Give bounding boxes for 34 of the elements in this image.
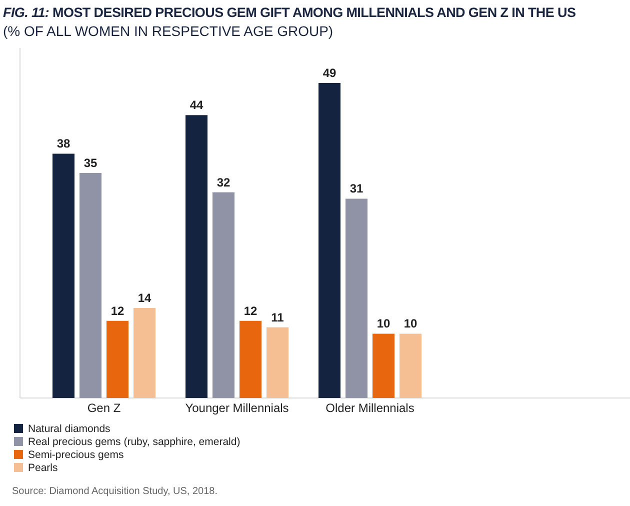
data-label: 49 [322,66,336,80]
x-tick-label: Younger Millennials [185,401,289,415]
data-label: 44 [190,98,204,112]
bar [134,308,156,398]
data-label: 10 [404,316,418,331]
bar [212,192,234,398]
bar [186,115,208,398]
data-label: 38 [56,136,70,151]
data-label: 35 [84,156,98,170]
x-tick-label: Older Millennials [326,401,414,415]
bar [346,198,368,398]
source-note: Source: Diamond Acquisition Study, US, 2018. [12,486,218,497]
data-label: 10 [376,316,390,331]
bar [372,334,394,398]
data-label: 12 [110,304,124,318]
data-label: 14 [138,291,152,305]
bar [52,154,74,398]
legend-label: Natural diamonds [28,423,110,435]
data-label: 12 [244,304,258,318]
legend-label: Real precious gems (ruby, sapphire, emerald) [28,436,240,448]
chart-title: FIG. 11: MOST DESIRED PRECIOUS GEM GIFT AMONG MILLENNIALS AND GEN Z IN THE US [3,5,576,20]
data-label: 31 [350,182,364,196]
x-tick-label: Gen Z [87,401,121,415]
legend-label: Semi-precious gems [28,449,124,461]
bar [400,334,422,398]
legend-label: Pearls [28,462,58,474]
bar [80,173,102,398]
chart-subtitle: (% OF ALL WOMEN IN RESPECTIVE AGE GROUP) [3,23,334,39]
data-label: 32 [216,175,230,190]
bar [266,327,288,398]
bar [240,320,262,398]
bar [318,83,340,398]
data-label: 11 [271,310,284,324]
bar [106,320,128,398]
